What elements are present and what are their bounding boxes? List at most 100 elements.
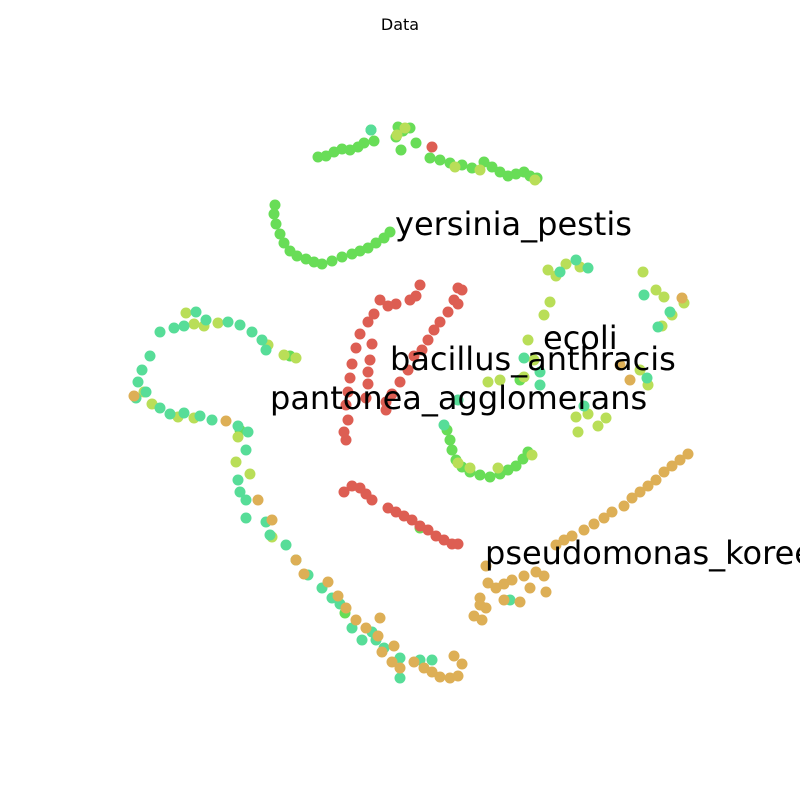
data-point-teal: [136, 364, 148, 376]
data-point-orange: [408, 656, 420, 668]
data-point-teal: [234, 486, 246, 498]
data-point-teal: [452, 394, 464, 406]
data-point-red: [362, 378, 374, 390]
data-point-orange: [474, 599, 486, 611]
data-point-orange: [220, 415, 232, 427]
data-point-red: [350, 342, 362, 354]
data-point-orange: [538, 570, 550, 582]
data-point-red: [380, 404, 392, 416]
data-point-red: [366, 338, 378, 350]
data-point-green: [274, 228, 286, 240]
data-point-green: [268, 208, 280, 220]
data-point-red: [408, 350, 420, 362]
data-point-red: [442, 306, 454, 318]
data-point-lime: [290, 352, 302, 364]
data-point-teal: [232, 474, 244, 486]
data-point-orange: [598, 512, 610, 524]
data-point-orange: [498, 594, 510, 606]
data-point-orange: [456, 658, 468, 670]
data-point-lime: [600, 412, 612, 424]
data-point-teal: [652, 321, 664, 333]
data-point-orange: [452, 670, 464, 682]
cluster-label: pseudomonas_koreensis: [485, 534, 800, 572]
data-point-lime: [529, 174, 541, 186]
data-point-green: [270, 218, 282, 230]
data-point-lime: [544, 296, 556, 308]
data-point-orange: [394, 662, 406, 674]
data-point-green: [358, 137, 370, 149]
data-point-orange: [340, 602, 352, 614]
data-point-red: [346, 358, 358, 370]
data-point-teal: [232, 420, 244, 432]
data-point-orange: [388, 640, 400, 652]
data-point-red: [452, 298, 464, 310]
data-point-lime: [542, 264, 554, 276]
data-point-lime: [399, 122, 411, 134]
data-point-orange: [626, 492, 638, 504]
data-point-orange: [606, 506, 618, 518]
data-point-lime: [232, 431, 244, 443]
data-point-lime: [244, 468, 256, 480]
data-point-lime: [518, 371, 530, 383]
data-point-green: [410, 137, 422, 149]
data-point-teal: [144, 350, 156, 362]
data-point-red: [416, 344, 428, 356]
data-point-red: [414, 279, 426, 291]
data-point-teal: [280, 539, 292, 551]
data-point-teal: [394, 672, 406, 684]
data-point-orange: [372, 630, 384, 642]
data-point-orange: [524, 582, 536, 594]
data-point-lime: [212, 317, 224, 329]
data-point-lime: [634, 364, 646, 376]
data-point-teal: [641, 372, 653, 384]
data-point-green: [434, 154, 446, 166]
data-point-lime: [650, 284, 662, 296]
data-point-teal: [164, 408, 176, 420]
data-point-red: [402, 364, 414, 376]
data-point-teal: [240, 444, 252, 456]
data-point-green: [362, 242, 374, 254]
data-point-orange: [614, 359, 626, 371]
data-point-teal: [426, 654, 438, 666]
data-point-teal: [132, 376, 144, 388]
data-point-lime: [449, 161, 461, 173]
data-point-lime: [278, 349, 290, 361]
data-point-lime: [180, 307, 192, 319]
data-point-teal: [246, 326, 258, 338]
data-point-orange: [298, 568, 310, 580]
data-point-orange: [448, 650, 460, 662]
data-point-red: [428, 324, 440, 336]
data-point-lime: [474, 164, 486, 176]
data-point-lime: [492, 462, 504, 474]
data-point-teal: [178, 407, 190, 419]
data-point-red: [360, 392, 372, 404]
data-point-red: [386, 388, 398, 400]
data-point-lime: [452, 457, 464, 469]
data-point-lime: [230, 456, 242, 468]
data-point-teal: [570, 254, 582, 266]
data-point-red: [362, 366, 374, 378]
data-point-green: [370, 237, 382, 249]
data-point-orange: [666, 460, 678, 472]
data-point-green: [510, 460, 522, 472]
data-point-lime: [658, 291, 670, 303]
data-point-teal: [240, 494, 252, 506]
data-point-orange: [386, 656, 398, 668]
data-point-teal: [582, 262, 594, 274]
data-point-teal: [638, 289, 650, 301]
cluster-label: ecoli: [543, 319, 618, 357]
data-point-lime: [570, 411, 582, 423]
data-point-teal: [234, 319, 246, 331]
data-point-teal: [140, 386, 152, 398]
data-point-green: [486, 161, 498, 173]
points-layer: [128, 121, 694, 684]
data-point-teal: [222, 316, 234, 328]
data-point-red: [422, 334, 434, 346]
data-point-green: [312, 151, 324, 163]
data-point-red: [456, 284, 468, 296]
data-point-orange: [322, 576, 334, 588]
data-point-green: [336, 143, 348, 155]
data-point-orange: [480, 560, 492, 572]
data-point-orange: [550, 539, 562, 551]
